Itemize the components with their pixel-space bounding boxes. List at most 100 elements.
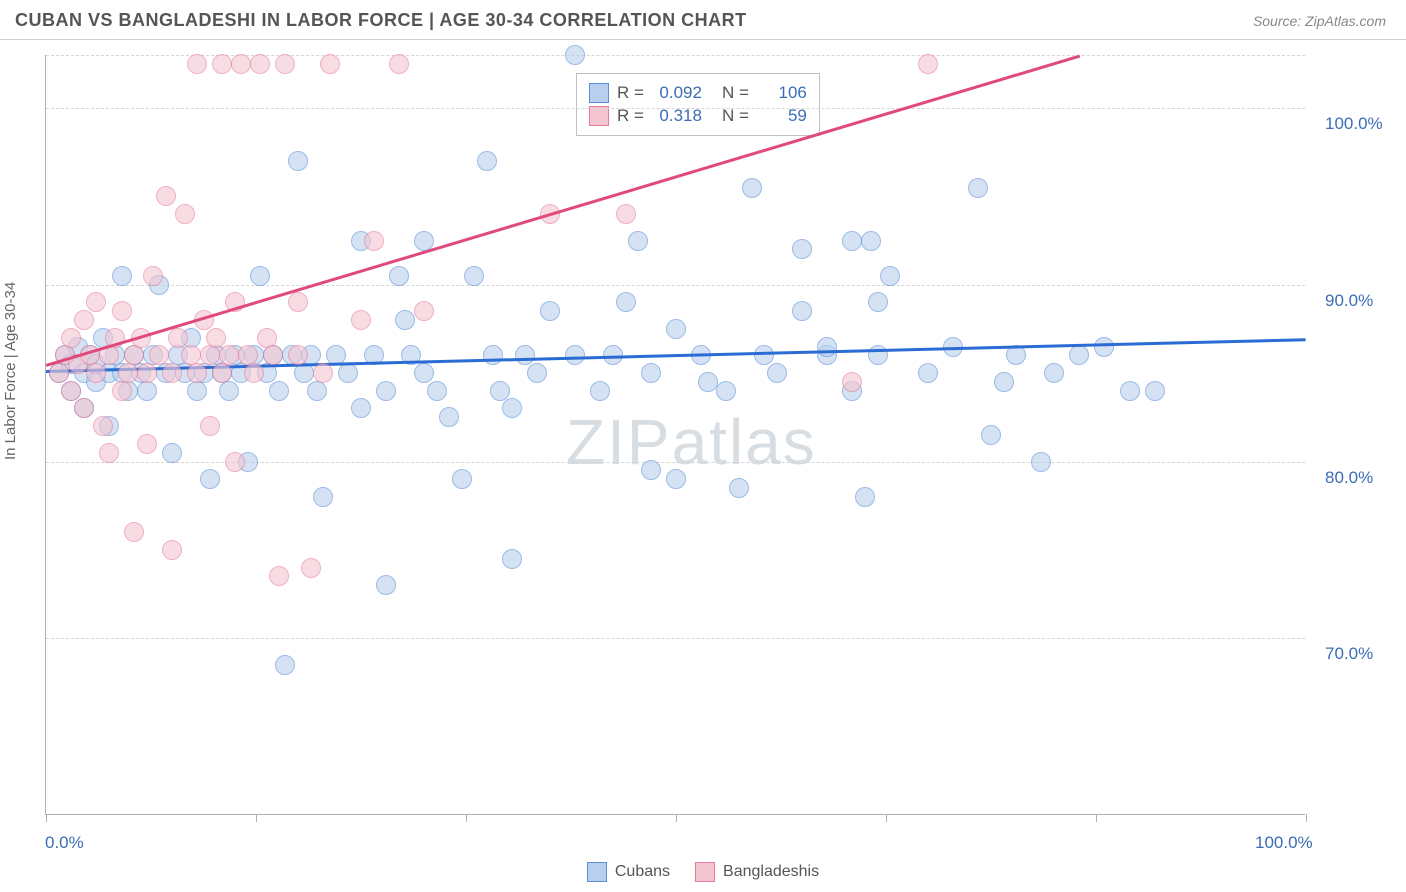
scatter-point (389, 54, 409, 74)
scatter-point (263, 345, 283, 365)
scatter-point (99, 443, 119, 463)
scatter-point (376, 575, 396, 595)
legend-item: Cubans (587, 862, 670, 882)
y-tick-label: 80.0% (1325, 468, 1373, 488)
legend-item: Bangladeshis (695, 862, 819, 882)
scatter-point (187, 381, 207, 401)
scatter-point (880, 266, 900, 286)
bottom-legend: Cubans Bangladeshis (0, 862, 1406, 882)
scatter-point (206, 328, 226, 348)
scatter-point (754, 345, 774, 365)
scatter-point (767, 363, 787, 383)
scatter-point (143, 266, 163, 286)
legend-swatch (589, 83, 609, 103)
scatter-point (93, 416, 113, 436)
y-axis-label: In Labor Force | Age 30-34 (2, 282, 19, 460)
trend-line (46, 55, 1080, 367)
scatter-point (666, 319, 686, 339)
scatter-point (219, 345, 239, 365)
stat-r-value: 0.092 (652, 83, 702, 103)
scatter-point (1069, 345, 1089, 365)
stat-r-label: R = (617, 83, 644, 103)
scatter-point (502, 549, 522, 569)
scatter-point (817, 337, 837, 357)
scatter-point (74, 398, 94, 418)
y-tick-label: 90.0% (1325, 291, 1373, 311)
scatter-point (112, 301, 132, 321)
scatter-point (187, 54, 207, 74)
scatter-point (112, 381, 132, 401)
scatter-point (301, 558, 321, 578)
scatter-point (452, 469, 472, 489)
scatter-point (162, 443, 182, 463)
scatter-point (855, 487, 875, 507)
scatter-point (61, 328, 81, 348)
scatter-point (288, 345, 308, 365)
source-attribution: Source: ZipAtlas.com (1253, 13, 1386, 29)
scatter-point (1145, 381, 1165, 401)
scatter-point (861, 231, 881, 251)
x-tick (466, 814, 467, 822)
scatter-point (250, 266, 270, 286)
scatter-point (244, 363, 264, 383)
scatter-point (994, 372, 1014, 392)
scatter-point (842, 372, 862, 392)
scatter-point (389, 266, 409, 286)
scatter-point (351, 310, 371, 330)
scatter-point (427, 381, 447, 401)
scatter-point (1120, 381, 1140, 401)
legend-label: Cubans (615, 863, 670, 881)
scatter-point (112, 266, 132, 286)
scatter-point (200, 469, 220, 489)
scatter-point (168, 328, 188, 348)
scatter-point (162, 540, 182, 560)
scatter-point (364, 231, 384, 251)
chart-title: CUBAN VS BANGLADESHI IN LABOR FORCE | AG… (15, 10, 747, 31)
scatter-point (313, 487, 333, 507)
scatter-point (149, 345, 169, 365)
scatter-point (414, 363, 434, 383)
scatter-point (250, 54, 270, 74)
scatter-point (742, 178, 762, 198)
scatter-point (156, 186, 176, 206)
scatter-point (124, 345, 144, 365)
chart-area: In Labor Force | Age 30-34 ZIPatlas R = 0… (0, 40, 1406, 890)
scatter-point (477, 151, 497, 171)
scatter-point (162, 363, 182, 383)
scatter-point (376, 381, 396, 401)
scatter-point (1006, 345, 1026, 365)
scatter-point (918, 54, 938, 74)
scatter-point (918, 363, 938, 383)
scatter-point (464, 266, 484, 286)
legend-swatch (587, 862, 607, 882)
scatter-point (968, 178, 988, 198)
scatter-point (616, 204, 636, 224)
gridline (46, 108, 1305, 109)
scatter-point (1044, 363, 1064, 383)
scatter-point (137, 434, 157, 454)
scatter-point (483, 345, 503, 365)
chart-header: CUBAN VS BANGLADESHI IN LABOR FORCE | AG… (0, 0, 1406, 40)
watermark: ZIPatlas (566, 405, 817, 479)
scatter-point (275, 655, 295, 675)
scatter-point (527, 363, 547, 383)
scatter-point (219, 381, 239, 401)
x-tick (256, 814, 257, 822)
scatter-point (1031, 452, 1051, 472)
scatter-point (124, 522, 144, 542)
x-tick-label: 100.0% (1255, 833, 1313, 853)
scatter-point (666, 469, 686, 489)
scatter-point (212, 363, 232, 383)
scatter-point (1094, 337, 1114, 357)
stats-row: R =0.092N =106 (589, 83, 807, 103)
scatter-point (395, 310, 415, 330)
scatter-point (641, 460, 661, 480)
scatter-point (231, 54, 251, 74)
scatter-point (590, 381, 610, 401)
scatter-point (275, 54, 295, 74)
scatter-point (439, 407, 459, 427)
scatter-point (565, 45, 585, 65)
scatter-point (981, 425, 1001, 445)
scatter-point (269, 566, 289, 586)
scatter-point (74, 310, 94, 330)
